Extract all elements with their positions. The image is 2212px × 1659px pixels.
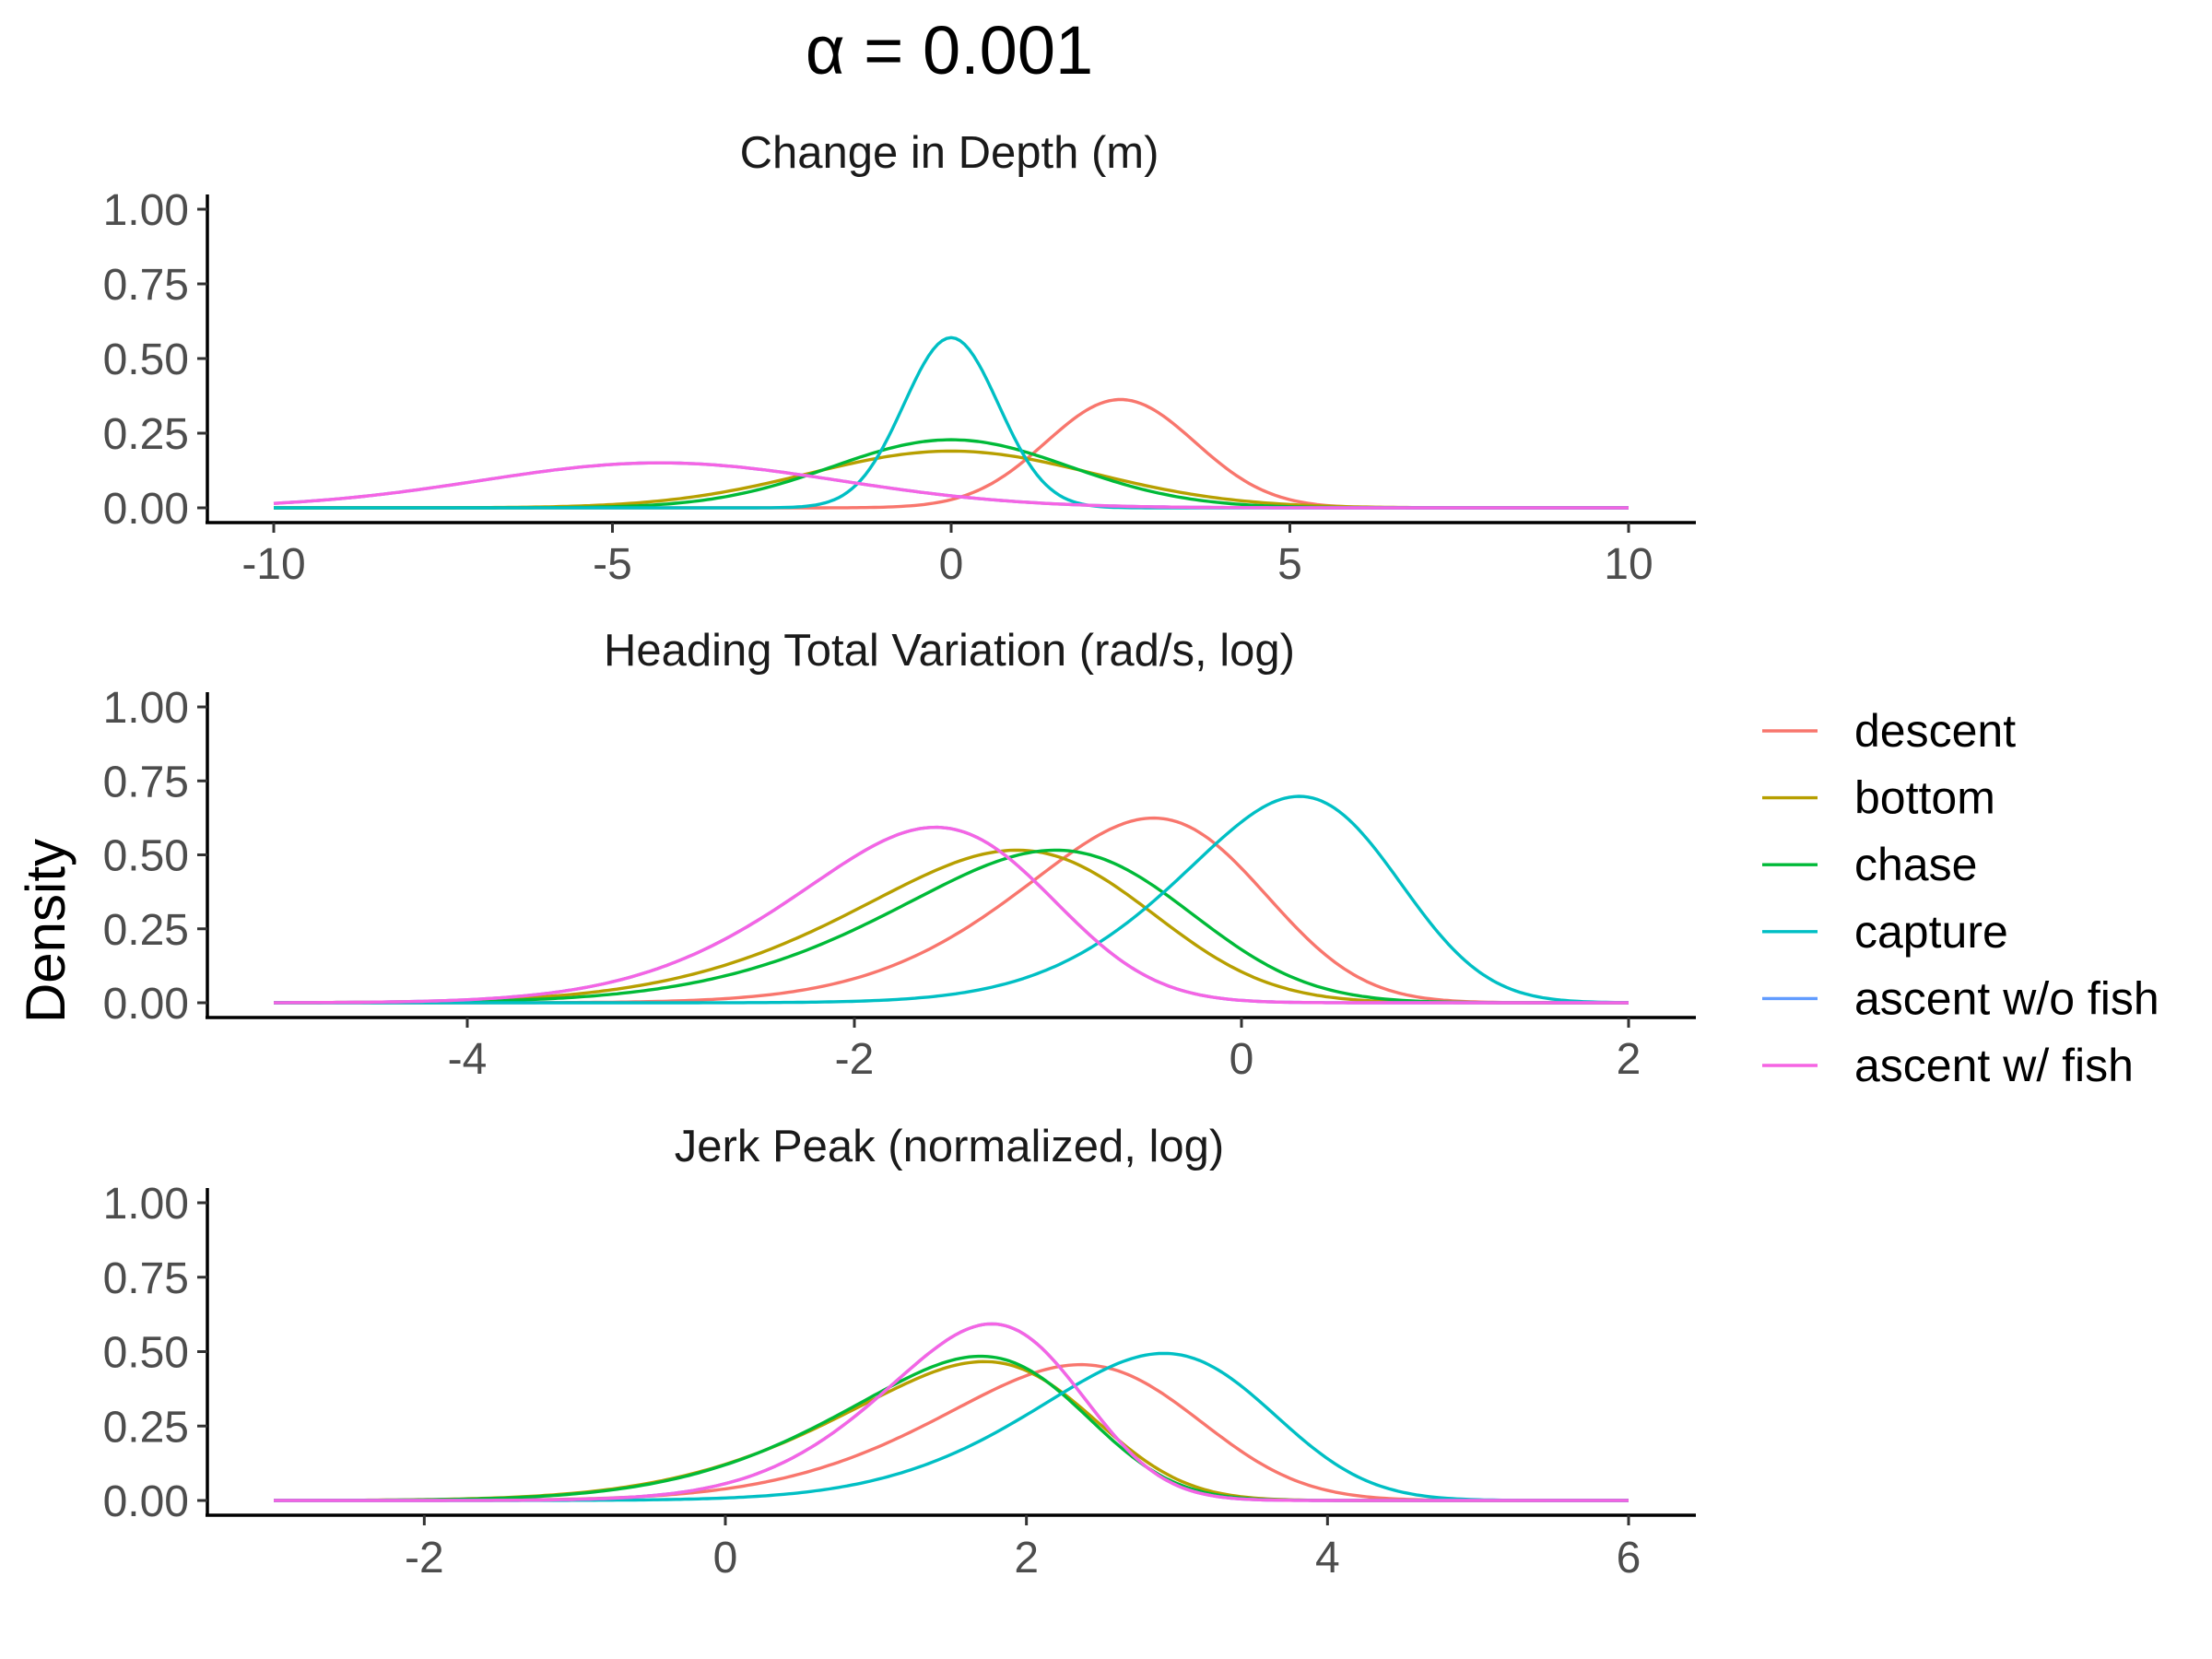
x-tick-label: -5 <box>593 540 632 589</box>
legend-label: ascent w/o fish <box>1854 972 2159 1024</box>
legend-item: chase <box>1762 839 1977 890</box>
y-tick-label: 1.00 <box>103 1180 189 1229</box>
y-tick-label: 0.75 <box>103 261 189 310</box>
y-tick-label: 0.50 <box>103 335 189 384</box>
panel-title: Change in Depth (m) <box>740 128 1159 178</box>
y-tick-label: 0.00 <box>103 980 189 1029</box>
x-tick-label: 0 <box>1230 1035 1254 1084</box>
density-line-ascent-w-fish <box>273 461 1629 510</box>
x-tick-label: 0 <box>713 1534 738 1583</box>
legend-item: descent <box>1762 705 2016 757</box>
x-tick-label: -10 <box>241 540 305 589</box>
y-tick-label: 0.25 <box>103 1403 189 1452</box>
y-tick-label: 0.50 <box>103 832 189 881</box>
density-line-capture <box>274 794 1629 1005</box>
y-tick-label: 0.50 <box>103 1329 189 1378</box>
density-line-ascent-w-fish <box>274 825 1629 1005</box>
legend-label: ascent w/ fish <box>1854 1040 2134 1091</box>
x-tick-label: 10 <box>1604 540 1653 589</box>
legend-label: capture <box>1854 906 2008 958</box>
panel-1: Change in Depth (m) 0.00 0.25 0.50 0.75 1.00 -… <box>103 128 1696 589</box>
legend-item: bottom <box>1762 772 1995 824</box>
density-line-ascent-w-fish <box>274 1322 1629 1502</box>
x-tick-label: 4 <box>1315 1534 1340 1583</box>
x-tick-label: 2 <box>1617 1035 1641 1084</box>
y-tick-label: 0.25 <box>103 906 189 955</box>
y-tick-label: 0.00 <box>103 485 189 534</box>
panel-3: Jerk Peak (normalized, log) 0.00 0.25 0.50 0… <box>103 1122 1696 1583</box>
y-tick-label: 0.75 <box>103 758 189 806</box>
x-tick-label: 5 <box>1277 540 1302 589</box>
y-tick-label: 1.00 <box>103 186 189 235</box>
legend: descent bottom chase capture ascent w/o fish… <box>1762 705 2159 1091</box>
x-tick-label: -2 <box>835 1035 875 1084</box>
y-axis-title: Density <box>15 839 76 1023</box>
legend-label: bottom <box>1854 772 1995 824</box>
x-tick-label: 0 <box>939 540 964 589</box>
legend-label: chase <box>1854 839 1977 890</box>
y-tick-label: 0.00 <box>103 1477 189 1526</box>
main-title: α = 0.001 <box>806 12 1093 88</box>
y-tick-label: 1.00 <box>103 684 189 733</box>
density-line-chase <box>274 848 1629 1005</box>
x-tick-label: 2 <box>1014 1534 1039 1583</box>
legend-item: capture <box>1762 906 2008 958</box>
panel-title: Heading Total Variation (rad/s, log) <box>604 626 1295 676</box>
legend-item: ascent w/o fish <box>1762 972 2159 1024</box>
x-tick-label: -2 <box>405 1534 444 1583</box>
panels: Change in Depth (m) 0.00 0.25 0.50 0.75 1.00 -… <box>103 128 1696 1583</box>
x-tick-label: 6 <box>1617 1534 1641 1583</box>
x-tick-label: -4 <box>448 1035 488 1084</box>
panel-2: Heading Total Variation (rad/s, log) 0.00… <box>103 626 1696 1084</box>
y-tick-label: 0.25 <box>103 410 189 459</box>
panel-title: Jerk Peak (normalized, log) <box>675 1122 1224 1171</box>
legend-item: ascent w/ fish <box>1762 1040 2134 1091</box>
y-tick-label: 0.75 <box>103 1254 189 1303</box>
legend-label: descent <box>1854 705 2016 757</box>
